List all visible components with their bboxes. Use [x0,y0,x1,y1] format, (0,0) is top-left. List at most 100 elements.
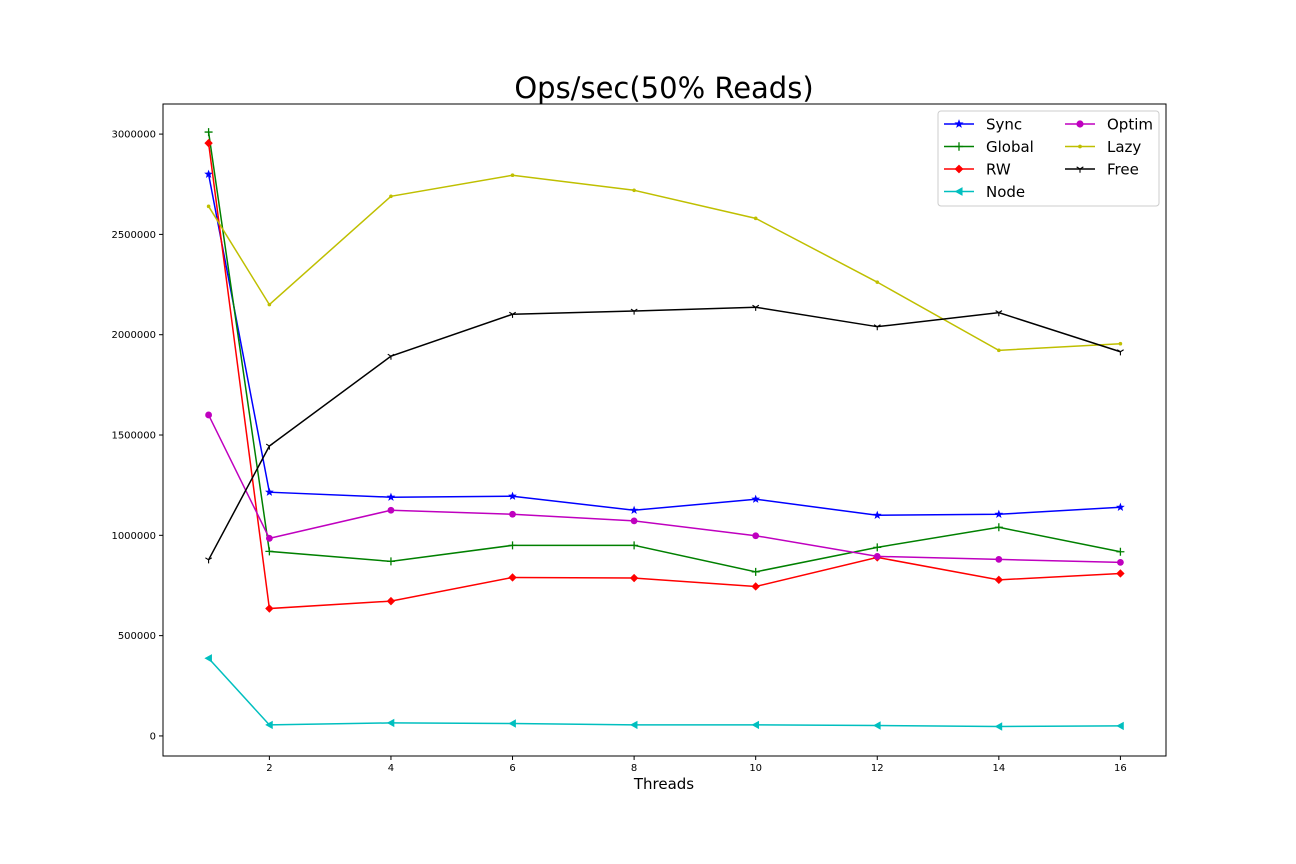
data-point-optim [387,506,395,514]
data-point-sync [204,169,213,178]
data-point-global [508,541,517,550]
data-point-global [751,567,760,576]
data-point-lazy [997,348,1001,353]
series-line-rw [207,143,1121,610]
y-tick-label: 500000 [118,631,156,642]
x-tick-label: 4 [388,763,394,774]
data-point-node [386,718,395,728]
data-point-sync [508,491,517,500]
legend-label: Lazy [1107,138,1141,156]
legend-item-rw: RW [944,161,1011,179]
legend-marker [954,119,964,128]
data-point-rw [386,596,396,606]
data-point-rw [204,138,213,148]
legend-item-sync: Sync [944,116,1022,134]
data-point-rw [629,573,639,583]
legend-label: Global [986,138,1034,156]
data-point-lazy [1118,341,1123,346]
data-point-free [630,308,638,315]
series-optim [205,411,1124,566]
legend-item-node: Node [944,183,1025,201]
data-point-lazy [875,280,880,284]
data-point-global [386,557,395,566]
series-line-sync [207,174,1121,517]
data-point-node [508,719,516,728]
data-point-global [1116,547,1125,556]
data-point-free [265,443,273,450]
data-point-free [387,353,395,360]
data-point-node [1116,721,1124,731]
legend-item-optim: Optim [1065,116,1153,134]
legend-box [937,110,1160,207]
legend-marker [954,164,964,174]
data-point-node [265,720,273,730]
series-lazy [206,173,1123,353]
legend-item-free: Free [1065,161,1139,179]
data-point-lazy [206,204,211,209]
legend-item-lazy: Lazy [1065,138,1141,156]
data-point-free [995,310,1003,317]
data-point-node [629,720,638,730]
data-point-free [509,311,517,318]
data-point-node [204,654,212,663]
data-point-sync [386,492,396,501]
data-point-sync [265,487,274,496]
legend-item-global: Global [944,138,1034,156]
series-line-optim [207,414,1121,564]
data-point-lazy [753,216,758,221]
data-point-global [873,543,882,552]
legend-label: Node [986,183,1025,201]
data-point-optim [995,555,1003,563]
data-point-free [205,557,213,564]
legend-label: RW [986,161,1011,179]
data-point-free [752,304,760,311]
data-point-free [873,324,881,331]
y-tick-label: 2000000 [111,330,156,341]
data-point-optim [509,510,516,518]
data-point-rw [994,575,1004,585]
data-point-global [265,547,274,556]
data-point-global [204,128,213,137]
y-tick-label: 1500000 [111,431,156,442]
data-point-rw [265,604,274,613]
series-line-free [207,306,1121,561]
data-point-rw [1116,569,1125,578]
legend-marker [1076,120,1084,128]
data-point-global [630,541,639,550]
data-point-lazy [267,302,272,307]
data-point-sync [1116,502,1125,511]
data-point-rw [508,573,517,582]
data-point-free [1116,349,1124,356]
y-tick-label: 0 [150,731,156,742]
data-point-optim [873,552,881,560]
data-point-global [994,523,1003,532]
x-tick-label: 10 [749,763,762,774]
series-free [205,304,1124,564]
data-point-node [873,721,881,730]
y-tick-label: 3000000 [111,130,156,141]
data-point-optim [265,534,273,542]
series-rw [204,138,1125,613]
data-point-node [994,722,1003,731]
series-line-node [208,657,1121,728]
chart-title: Ops/sec(50% Reads) [514,71,813,105]
data-point-sync [751,494,761,503]
legend-marker [1076,166,1084,173]
data-point-sync [994,509,1004,518]
y-tick-label: 2500000 [111,230,156,241]
x-tick-label: 6 [509,763,515,774]
y-tick-label: 1000000 [111,531,156,542]
x-tick-label: 16 [1114,763,1127,774]
legend-label: Free [1107,161,1139,179]
series-sync [204,169,1125,519]
legend-label: Optim [1107,116,1153,134]
data-point-optim [752,532,760,540]
x-tick-label: 8 [631,763,637,774]
data-point-sync [629,505,639,514]
series-global [204,128,1125,576]
data-point-lazy [389,194,393,199]
data-point-lazy [510,173,515,178]
data-point-node [751,720,760,730]
data-point-optim [205,411,212,419]
